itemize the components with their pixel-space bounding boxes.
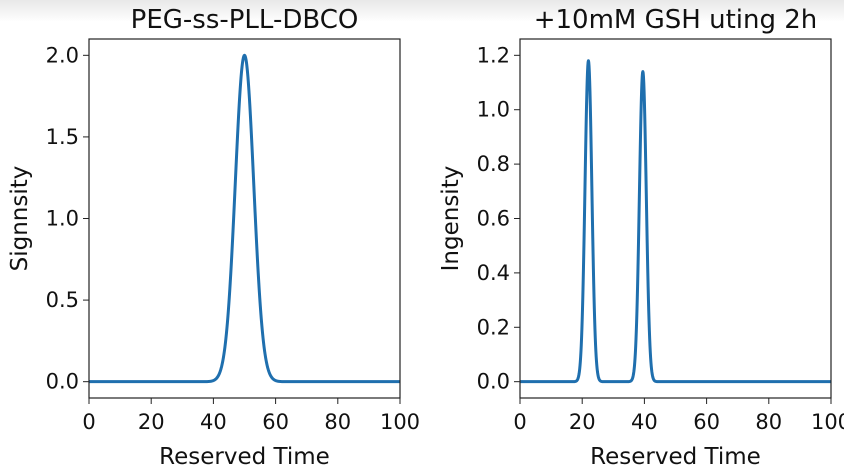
y-tick-label: 1.2 xyxy=(477,43,510,67)
y-tick-label: 0.2 xyxy=(477,315,510,339)
x-tick-label: 80 xyxy=(755,410,782,434)
series-line xyxy=(87,53,402,384)
chart-title: +10mM GSH uting 2h xyxy=(534,5,818,35)
x-tick-label: 0 xyxy=(82,410,95,434)
y-axis-label: Signnsity xyxy=(7,166,33,272)
x-tick-label: 40 xyxy=(200,410,227,434)
x-tick-label: 100 xyxy=(380,410,420,434)
y-tick-label: 0.0 xyxy=(46,370,79,394)
subplot-2: +10mM GSH uting 2h 0 20 40 60 80 100 0.0 0.2 0.4 0… xyxy=(438,5,844,470)
axes-frame xyxy=(519,38,832,399)
y-axis-label: Ingensity xyxy=(438,166,464,272)
axes-frame xyxy=(88,38,401,399)
y-tick-label: 1.0 xyxy=(46,207,79,231)
x-axis-label: Reserved Time xyxy=(590,444,761,470)
y-tick-label: 1.5 xyxy=(46,125,79,149)
x-tick-label: 40 xyxy=(631,410,658,434)
top-blur-strip xyxy=(0,0,844,22)
x-axis-label: Reserved Time xyxy=(159,444,330,470)
y-tick-label: 0.6 xyxy=(477,207,510,231)
y-tick-label: 0.8 xyxy=(477,152,510,176)
x-tick-label: 20 xyxy=(569,410,596,434)
x-tick-label: 100 xyxy=(811,410,844,434)
x-tick-label: 20 xyxy=(138,410,165,434)
y-tick-label: 2.0 xyxy=(46,43,79,67)
y-tick-label: 0.4 xyxy=(477,261,510,285)
x-tick-label: 80 xyxy=(324,410,351,434)
x-tick-label: 0 xyxy=(513,410,526,434)
y-tick-label: 0.0 xyxy=(477,370,510,394)
chart-title: PEG-ss-PLL-DBCO xyxy=(131,5,359,35)
series-line xyxy=(518,59,833,384)
subplot-1: PEG-ss-PLL-DBCO 0 20 40 60 80 100 0.0 0.5 1.0 1.5 2… xyxy=(7,5,420,470)
x-tick-label: 60 xyxy=(693,410,720,434)
x-tick-label: 60 xyxy=(262,410,289,434)
y-tick-label: 1.0 xyxy=(477,98,510,122)
y-tick-label: 0.5 xyxy=(46,288,79,312)
